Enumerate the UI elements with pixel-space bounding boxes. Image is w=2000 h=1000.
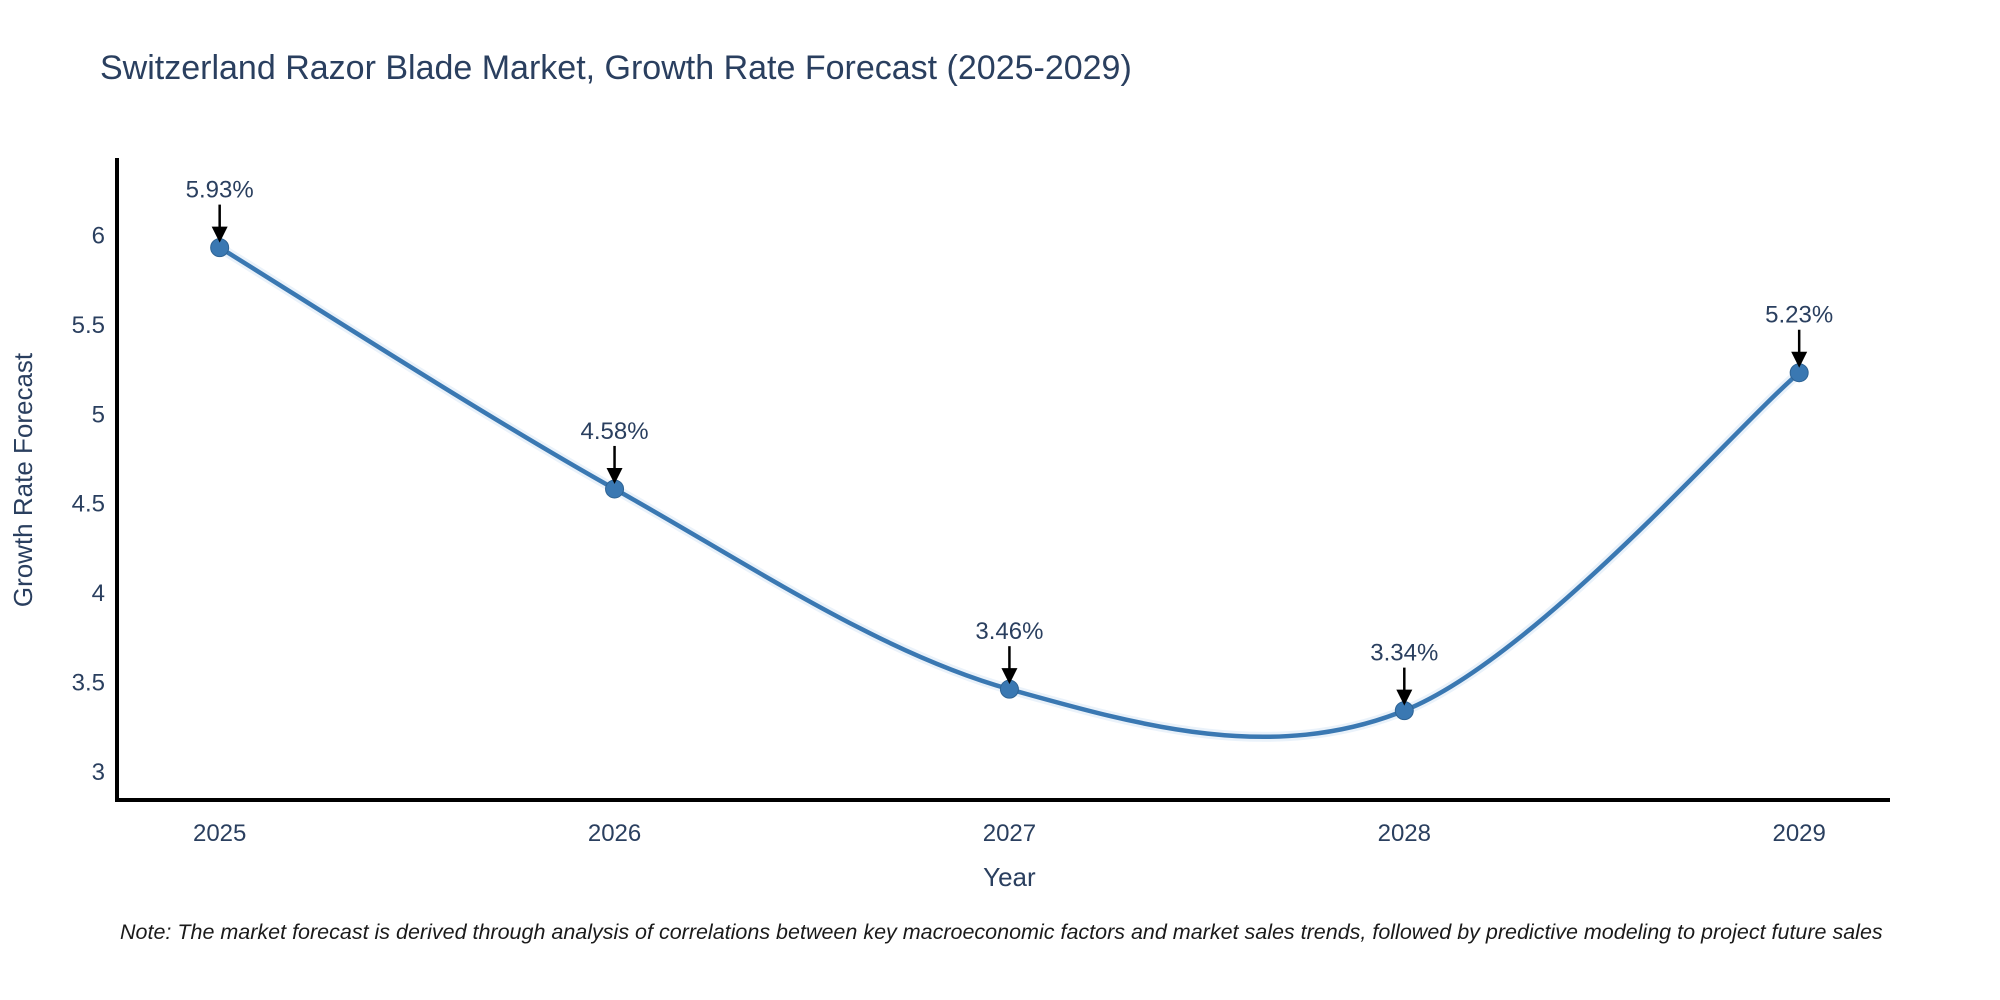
x-tick-label: 2026 <box>588 820 641 847</box>
annotation-arrowhead-icon <box>211 226 228 243</box>
annotation-arrowhead-icon <box>606 467 623 484</box>
x-tick-label: 2029 <box>1772 820 1825 847</box>
annotation-arrowhead-icon <box>1396 689 1413 706</box>
point-label: 3.34% <box>1370 640 1438 667</box>
point-label: 4.58% <box>581 418 649 445</box>
y-tick-label: 5 <box>92 401 105 428</box>
point-label: 3.46% <box>975 618 1043 645</box>
x-axis-title: Year <box>983 862 1036 892</box>
y-tick-label: 3.5 <box>72 670 105 697</box>
point-label: 5.93% <box>186 177 254 204</box>
x-tick-label: 2028 <box>1378 820 1431 847</box>
y-axis-title: Growth Rate Forecast <box>8 352 38 607</box>
chart-title: Switzerland Razor Blade Market, Growth R… <box>100 49 1132 87</box>
y-tick-label: 6 <box>92 223 105 250</box>
point-label: 5.23% <box>1765 302 1833 329</box>
y-tick-label: 4 <box>92 580 105 607</box>
y-tick-label: 4.5 <box>72 491 105 518</box>
y-tick-label: 5.5 <box>72 312 105 339</box>
annotation-arrowhead-icon <box>1001 668 1018 685</box>
x-tick-label: 2027 <box>983 820 1036 847</box>
y-tick-label: 3 <box>92 759 105 786</box>
x-tick-label: 2025 <box>193 820 246 847</box>
annotation-arrowhead-icon <box>1791 351 1808 368</box>
footnote: Note: The market forecast is derived thr… <box>120 920 1883 944</box>
